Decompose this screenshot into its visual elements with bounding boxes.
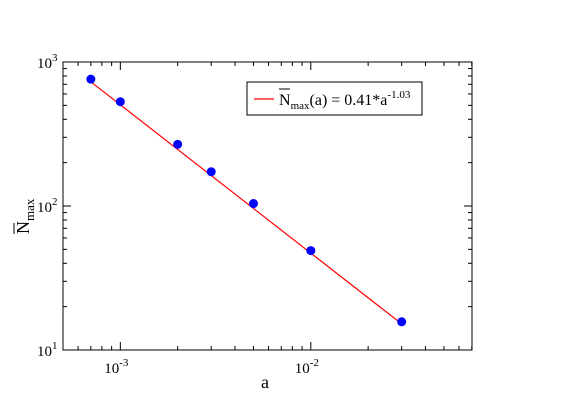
legend: Nmax(a) = 0.41*a-1.03	[246, 81, 423, 116]
y-tick-label-exponent: 3	[52, 52, 58, 64]
x-tick-label: 10-3	[104, 357, 129, 377]
svg-text:Nmax: Nmax	[13, 198, 37, 234]
legend-label: Nmax(a) = 0.41*a-1.03	[279, 89, 411, 112]
y-axis-label: Nmax	[13, 198, 37, 234]
data-point	[248, 199, 258, 209]
legend-label-subscript: max	[291, 100, 310, 112]
x-axis-label: a	[261, 372, 269, 392]
x-tick-label-base: 10	[104, 361, 119, 377]
legend-label-symbol: N	[279, 92, 291, 109]
y-tick-label-exponent: 1	[52, 340, 58, 352]
x-tick-label-exponent: -2	[310, 357, 319, 369]
data-point	[173, 139, 183, 149]
legend-label-formula: (a) = 0.41*a	[310, 92, 388, 109]
data-point	[397, 317, 407, 327]
legend-box	[246, 81, 423, 116]
x-tick-label-exponent: -3	[119, 357, 129, 369]
y-tick-label: 102	[37, 196, 58, 216]
data-point	[306, 246, 316, 256]
y-tick-label-exponent: 2	[52, 196, 58, 208]
fit-line	[90, 81, 403, 325]
y-tick-label: 103	[37, 52, 58, 72]
y-tick-label-base: 10	[37, 200, 52, 216]
y-axis-label-symbol: N	[13, 221, 33, 234]
y-axis-label-subscript: max	[22, 198, 37, 221]
legend-label-exponent: -1.03	[387, 89, 410, 101]
data-points	[86, 74, 407, 327]
data-point	[206, 167, 216, 177]
x-tick-label-base: 10	[295, 361, 310, 377]
y-tick-label-base: 10	[37, 56, 52, 72]
fit-line-layer	[90, 81, 403, 325]
data-point	[86, 74, 96, 84]
y-tick-label: 101	[37, 340, 58, 360]
x-tick-label: 10-2	[295, 357, 319, 377]
y-tick-label-base: 10	[37, 344, 52, 360]
data-point	[115, 97, 125, 107]
